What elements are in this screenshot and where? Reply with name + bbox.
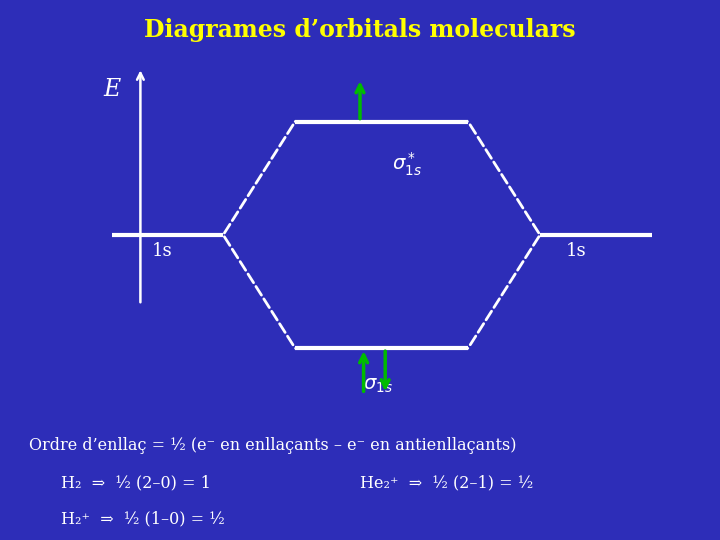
Text: He₂⁺  ⇒  ½ (2–1) = ½: He₂⁺ ⇒ ½ (2–1) = ½ — [360, 475, 534, 492]
Text: Diagrames d’orbitals moleculars: Diagrames d’orbitals moleculars — [144, 18, 576, 42]
Text: E: E — [103, 78, 120, 100]
Text: H₂  ⇒  ½ (2–0) = 1: H₂ ⇒ ½ (2–0) = 1 — [61, 475, 211, 492]
Text: $\sigma_{1s}$: $\sigma_{1s}$ — [363, 377, 393, 395]
Text: Ordre d’enllaç = ½ (e⁻ en enllaçants – e⁻ en antienllaçants): Ordre d’enllaç = ½ (e⁻ en enllaçants – e… — [29, 437, 516, 454]
Text: H₂⁺  ⇒  ½ (1–0) = ½: H₂⁺ ⇒ ½ (1–0) = ½ — [61, 510, 225, 527]
Text: 1s: 1s — [152, 242, 172, 260]
Text: 1s: 1s — [566, 242, 586, 260]
Text: $\sigma^*_{1s}$: $\sigma^*_{1s}$ — [392, 151, 422, 178]
